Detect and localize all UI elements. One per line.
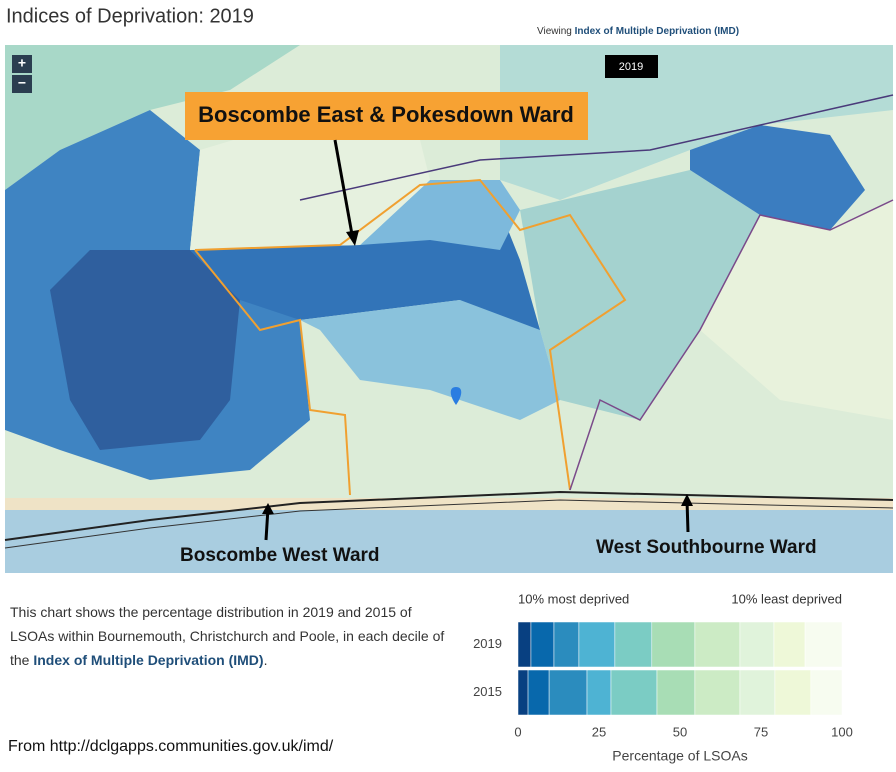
zoom-in-button[interactable] — [12, 55, 32, 73]
description-link[interactable]: Index of Multiple Deprivation (IMD) — [33, 652, 264, 668]
annotation: 10% most deprived — [518, 591, 629, 606]
map-region — [300, 300, 560, 420]
ward-boundary — [569, 199, 894, 491]
viewing-label: Viewing Index of Multiple Deprivation (I… — [537, 26, 739, 37]
bar-segment — [614, 621, 653, 668]
description-text: This chart shows the percentage distribu… — [10, 604, 445, 668]
bar-segment — [810, 669, 843, 716]
map-region — [50, 250, 240, 450]
arrow-head — [262, 503, 274, 514]
x-tick-label: 75 — [754, 724, 768, 739]
map-region — [500, 45, 893, 200]
bar-segment — [548, 669, 588, 716]
bar-segment — [517, 669, 529, 716]
arrow-head — [681, 494, 693, 506]
callout-label: Boscombe West Ward — [180, 545, 380, 566]
x-tick-label: 25 — [592, 724, 606, 739]
source: From http://dclgapps.communities.gov.uk/… — [8, 738, 334, 755]
page-title: Indices of Deprivation: 2019 — [6, 5, 254, 27]
description: This chart shows the percentage distribu… — [10, 600, 450, 672]
x-tick-label: 0 — [514, 724, 521, 739]
callout-label: Boscombe East & Pokesdown Ward — [198, 102, 574, 127]
bar-segment — [553, 621, 580, 668]
callout-box — [185, 92, 588, 140]
bar-segment — [774, 669, 812, 716]
map-pin — [450, 387, 462, 405]
chart: 10% most deprived 10% least deprived 2019 2… — [473, 591, 853, 763]
y-tick-label: 2015 — [473, 684, 502, 699]
x-tick-label: 100 — [831, 724, 853, 739]
bar-segment — [527, 669, 550, 716]
bar-segment — [773, 621, 806, 668]
bar-segment — [656, 669, 696, 716]
zoom-in: + — [18, 55, 26, 71]
bar-segment — [517, 621, 532, 668]
bar-segment — [610, 669, 658, 716]
x-tick-label: 50 — [673, 724, 687, 739]
bar-segment — [739, 621, 775, 668]
bar-segment — [739, 669, 776, 716]
description-end: . — [263, 652, 268, 668]
year-badge — [605, 55, 658, 78]
annotation: 10% least deprived — [731, 591, 842, 606]
bar-segment — [651, 621, 696, 668]
railway — [299, 94, 894, 201]
map-region — [700, 200, 893, 420]
bar-segment — [586, 669, 612, 716]
zoom-out-button[interactable] — [12, 75, 32, 93]
year-label: 2019 — [619, 61, 643, 73]
arrow-head — [346, 230, 359, 246]
ward-boundary — [194, 178, 627, 491]
bar-segment — [694, 621, 741, 668]
map-region — [690, 125, 865, 230]
map-region — [520, 170, 760, 420]
bar-segment — [530, 621, 555, 668]
zoom-out: − — [18, 75, 26, 91]
promenade — [4, 499, 894, 549]
callout-arrow — [333, 139, 355, 241]
map-region — [5, 45, 300, 190]
map[interactable]: + − 2019 Boscombe East & Pokesdown Ward … — [4, 45, 894, 573]
map-region — [360, 180, 520, 250]
y-tick-label: 2019 — [473, 636, 502, 651]
map-region — [190, 120, 430, 250]
coastline — [4, 490, 894, 541]
bar-segment — [804, 621, 843, 668]
bar-segment — [694, 669, 741, 716]
viewing: Viewing — [537, 26, 572, 37]
indicator: Index of Multiple Deprivation (IMD) — [575, 26, 739, 37]
ward-boundary — [194, 249, 351, 496]
map-region — [190, 210, 540, 350]
bar-segment — [578, 621, 616, 668]
callout-label: West Southbourne Ward — [596, 537, 817, 558]
x-axis-label: Percentage of LSOAs — [612, 748, 747, 764]
